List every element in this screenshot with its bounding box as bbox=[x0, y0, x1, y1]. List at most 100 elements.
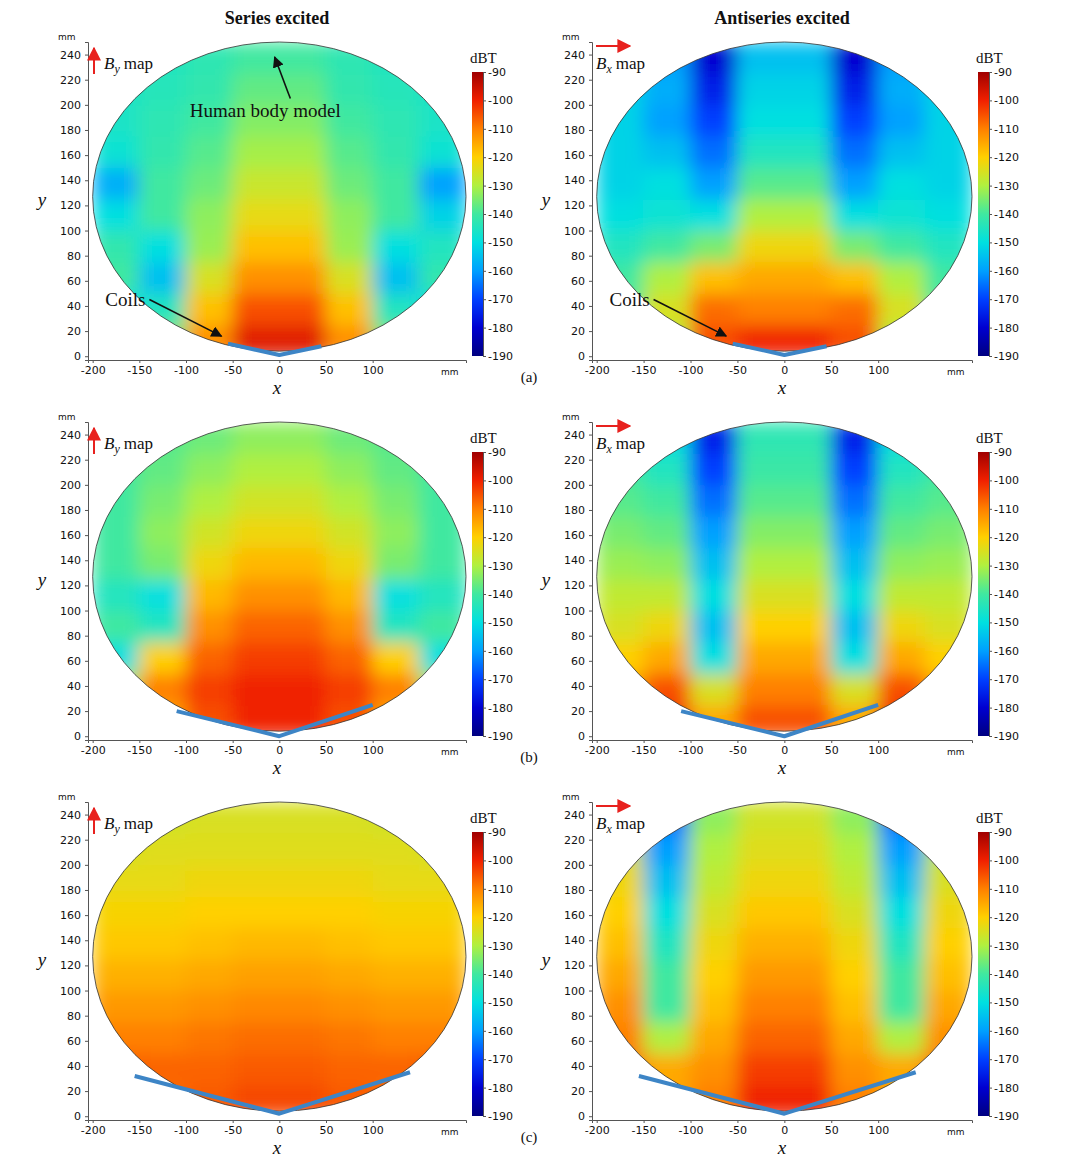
colorbar-tick: -120 bbox=[989, 151, 1019, 164]
heatmap-cell bbox=[232, 42, 280, 74]
heatmap-cell bbox=[372, 579, 420, 611]
y-tick-label: 0 bbox=[578, 1110, 585, 1123]
heatmap-cell bbox=[831, 927, 879, 959]
heatmap-cell bbox=[690, 42, 738, 74]
colorbar-tick: -150 bbox=[989, 996, 1019, 1009]
heatmap-cell bbox=[326, 167, 374, 199]
heatmap-cell bbox=[643, 833, 691, 865]
heatmap-cell bbox=[92, 990, 140, 1022]
y-tick: 220 bbox=[60, 834, 88, 847]
colorbar-tick-label: -130 bbox=[994, 180, 1019, 193]
body-outline bbox=[597, 802, 972, 1111]
y-tick: 100 bbox=[564, 985, 592, 998]
x-axis-line bbox=[593, 741, 973, 744]
y-axis-title: y bbox=[36, 949, 47, 970]
heatmap bbox=[596, 422, 972, 737]
heatmap-cell bbox=[139, 959, 187, 991]
y-tick: 220 bbox=[60, 454, 88, 467]
y-axis-line bbox=[589, 423, 593, 741]
panel: -200-150-100-500501000204060801001201401… bbox=[36, 792, 538, 1158]
y-tick-label: 200 bbox=[60, 859, 81, 872]
colorbar-tick: -150 bbox=[989, 236, 1019, 249]
heatmap-cell bbox=[737, 422, 785, 454]
colorbar-tick-label: -110 bbox=[994, 123, 1019, 136]
x-tick: 100 bbox=[363, 740, 384, 757]
colorbar-tick-label: -190 bbox=[994, 730, 1019, 743]
heatmap-cell bbox=[784, 959, 832, 991]
y-axis-line bbox=[589, 803, 593, 1121]
colorbar-tick: -180 bbox=[989, 702, 1019, 715]
x-tick-mark bbox=[279, 740, 280, 743]
heatmap-cell bbox=[596, 673, 644, 705]
heatmap-cell bbox=[878, 547, 926, 579]
y-tick: 20 bbox=[67, 705, 88, 718]
y-tick-label: 160 bbox=[564, 909, 585, 922]
heatmap-cell bbox=[232, 641, 280, 673]
heatmap bbox=[596, 802, 972, 1117]
colorbar-tick: -150 bbox=[483, 236, 513, 249]
heatmap-cell bbox=[643, 516, 691, 548]
x-tick: 0 bbox=[276, 360, 283, 377]
heatmap-cell bbox=[232, 293, 280, 325]
colorbar-tick-label: -190 bbox=[994, 1110, 1019, 1123]
heatmap-cell bbox=[186, 641, 234, 673]
heatmap-cell bbox=[92, 610, 140, 642]
heatmap-cell bbox=[232, 516, 280, 548]
colorbar bbox=[472, 72, 483, 356]
x-tick-mark bbox=[93, 360, 94, 363]
heatmap-cell bbox=[372, 422, 420, 454]
y-tick-label: 220 bbox=[60, 834, 81, 847]
colorbar-tick-mark bbox=[483, 651, 486, 652]
y-tick-label: 60 bbox=[571, 275, 585, 288]
heatmap-cell bbox=[232, 484, 280, 516]
heatmap-cell bbox=[279, 42, 327, 74]
colorbar-tick-mark bbox=[989, 356, 992, 357]
heatmap-cell bbox=[372, 547, 420, 579]
colorbar-tick: -120 bbox=[483, 151, 513, 164]
colorbar-tick: -90 bbox=[483, 826, 506, 839]
colorbar-tick-mark bbox=[483, 186, 486, 187]
y-tick-mark bbox=[589, 130, 592, 131]
y-tick-label: 140 bbox=[564, 934, 585, 947]
colorbar-tick-label: -110 bbox=[994, 883, 1019, 896]
heatmap-cell bbox=[419, 547, 467, 579]
y-tick-label: 40 bbox=[67, 680, 81, 693]
heatmap-cell bbox=[690, 230, 738, 262]
y-tick: 240 bbox=[60, 429, 88, 442]
x-tick-mark bbox=[139, 1120, 140, 1123]
y-tick: 140 bbox=[564, 934, 592, 947]
colorbar-tick-mark bbox=[483, 679, 486, 680]
x-unit: mm bbox=[947, 747, 965, 757]
panel-label: (a) bbox=[521, 369, 538, 386]
heatmap-cell bbox=[139, 641, 187, 673]
heatmap-cell bbox=[784, 42, 832, 74]
heatmap-cell bbox=[372, 1084, 420, 1116]
heatmap-cell bbox=[831, 104, 879, 136]
heatmap-cell bbox=[925, 261, 973, 293]
colorbar-tick-mark bbox=[989, 889, 992, 890]
map-label-text: map bbox=[124, 54, 153, 73]
heatmap-cell bbox=[232, 927, 280, 959]
x-tick-label: -100 bbox=[679, 1124, 704, 1137]
heatmap-cell bbox=[878, 42, 926, 74]
heatmap-cell bbox=[279, 1053, 327, 1085]
heatmap-cell bbox=[737, 230, 785, 262]
y-tick-mark bbox=[589, 736, 592, 737]
heatmap-cell bbox=[737, 73, 785, 105]
x-unit: mm bbox=[947, 1127, 965, 1137]
y-tick-mark bbox=[85, 585, 88, 586]
heatmap-cell bbox=[784, 516, 832, 548]
heatmap-cell bbox=[737, 484, 785, 516]
heatmap-cell bbox=[831, 579, 879, 611]
y-tick-label: 220 bbox=[60, 74, 81, 87]
heatmap-cell bbox=[737, 104, 785, 136]
colorbar-tick-label: -120 bbox=[488, 911, 513, 924]
y-tick-label: 80 bbox=[67, 630, 81, 643]
heatmap-cell bbox=[925, 959, 973, 991]
x-tick: -50 bbox=[729, 1120, 747, 1137]
y-tick-mark bbox=[85, 865, 88, 866]
heatmap-cell bbox=[831, 1084, 879, 1116]
colorbar-tick: -190 bbox=[483, 730, 513, 743]
x-axis-line bbox=[89, 361, 467, 364]
y-tick-label: 100 bbox=[564, 225, 585, 238]
